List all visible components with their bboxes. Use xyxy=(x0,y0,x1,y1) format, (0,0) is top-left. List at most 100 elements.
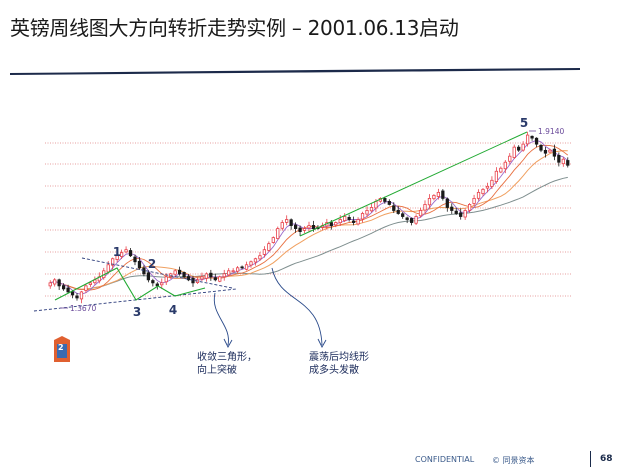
slide-title: 英镑周线图大方向转折走势实例 – 2001.06.13启动 xyxy=(10,16,459,40)
candle-body xyxy=(249,261,253,266)
moving-average-fast xyxy=(50,139,569,295)
candle-body xyxy=(75,295,79,299)
candle-body xyxy=(383,198,387,202)
candle-body xyxy=(476,191,481,199)
moving-average-mid xyxy=(50,150,568,290)
candle-body xyxy=(267,243,271,251)
confidential-label: CONFIDENTIAL xyxy=(415,455,475,464)
candle-body xyxy=(311,225,316,229)
candle-body xyxy=(329,222,333,226)
candle-body xyxy=(338,219,342,224)
candle-body xyxy=(57,279,61,287)
candle-body xyxy=(552,148,557,157)
candle-body xyxy=(427,198,432,206)
arrow-triangle xyxy=(213,292,229,346)
candle-body xyxy=(191,277,195,284)
candle-body xyxy=(374,201,378,209)
candle-body xyxy=(543,149,548,154)
candle-body xyxy=(512,146,516,158)
candle-body xyxy=(280,222,284,229)
candle-body xyxy=(124,249,128,253)
candle-body xyxy=(169,273,173,278)
candle-body xyxy=(566,160,570,166)
candle-body xyxy=(396,209,400,214)
candle-body xyxy=(334,222,338,226)
candle-body xyxy=(276,228,280,239)
candle-body xyxy=(561,158,565,165)
candle-body xyxy=(494,170,499,182)
candle-body xyxy=(66,287,70,293)
candle-body xyxy=(133,256,137,263)
candle-body xyxy=(227,270,231,276)
candle-body xyxy=(517,146,521,151)
low-price-label: 1.3670 xyxy=(70,304,96,313)
candle-body xyxy=(84,285,88,291)
triangle-lower-trendline xyxy=(33,288,237,312)
candle-body xyxy=(213,277,217,281)
candle-body xyxy=(525,134,530,145)
candle-body xyxy=(481,188,485,195)
candle-body xyxy=(222,273,226,278)
candle-body xyxy=(534,137,539,145)
candle-body xyxy=(467,204,472,211)
logo-number: 2 xyxy=(58,343,64,352)
candle-body xyxy=(343,216,347,221)
primary-uptrend-line xyxy=(299,131,528,237)
annotation-consolidation: 震荡后均线形 成多头发散 xyxy=(309,352,369,376)
candle-body xyxy=(177,269,182,275)
candle-body xyxy=(356,219,360,225)
candle-body xyxy=(48,282,52,287)
candle-body xyxy=(387,200,391,205)
candle-body xyxy=(405,217,409,220)
candle-body xyxy=(445,198,449,208)
candle-body xyxy=(200,276,204,280)
wave-label-1: 1 xyxy=(113,245,121,259)
candle-body xyxy=(53,279,57,285)
candle-body xyxy=(164,276,168,283)
candle-body xyxy=(508,155,512,162)
candle-body xyxy=(463,210,467,218)
candle-body xyxy=(106,264,110,273)
copyright-label: © 同景资本 xyxy=(492,456,535,465)
candle-body xyxy=(204,273,209,279)
candle-body xyxy=(302,228,307,231)
candle-body xyxy=(423,204,427,211)
candle-body xyxy=(418,210,423,217)
high-price-label: 1.9140 xyxy=(538,127,564,136)
candle-body xyxy=(530,135,534,139)
candle-body xyxy=(289,219,293,226)
footer-divider xyxy=(590,451,591,467)
candle-body xyxy=(160,282,164,286)
wave-label-4: 4 xyxy=(169,303,177,317)
candle-body xyxy=(128,250,133,257)
candle-body xyxy=(432,194,436,200)
moving-average-slow xyxy=(50,176,568,291)
candle-body xyxy=(151,280,155,284)
candle-body xyxy=(472,198,476,204)
candle-body xyxy=(539,144,543,151)
candle-body xyxy=(146,272,151,281)
arrow-consolidation xyxy=(271,267,323,346)
candle-body xyxy=(414,216,418,224)
candle-body xyxy=(454,210,458,214)
candle-body xyxy=(262,249,267,255)
candle-body xyxy=(119,252,124,257)
candle-body xyxy=(485,185,490,189)
candle-body xyxy=(298,227,302,232)
candle-body xyxy=(285,219,289,223)
candle-body xyxy=(115,255,119,260)
candle-body xyxy=(235,267,240,272)
candle-body xyxy=(137,260,142,269)
candle-body xyxy=(490,179,494,187)
moving-average-mid2 xyxy=(50,144,569,291)
candle-body xyxy=(182,272,186,278)
candle-body xyxy=(548,149,552,153)
candle-body xyxy=(392,205,396,211)
arrow-triangle-head xyxy=(223,338,233,348)
annotation-triangle: 收敛三角形， 向上突破 xyxy=(197,352,257,376)
candle-body xyxy=(360,213,365,220)
candle-body xyxy=(503,161,507,170)
candle-body xyxy=(409,218,414,223)
candle-body xyxy=(450,206,454,211)
arrow-consolidation-head xyxy=(317,338,327,348)
